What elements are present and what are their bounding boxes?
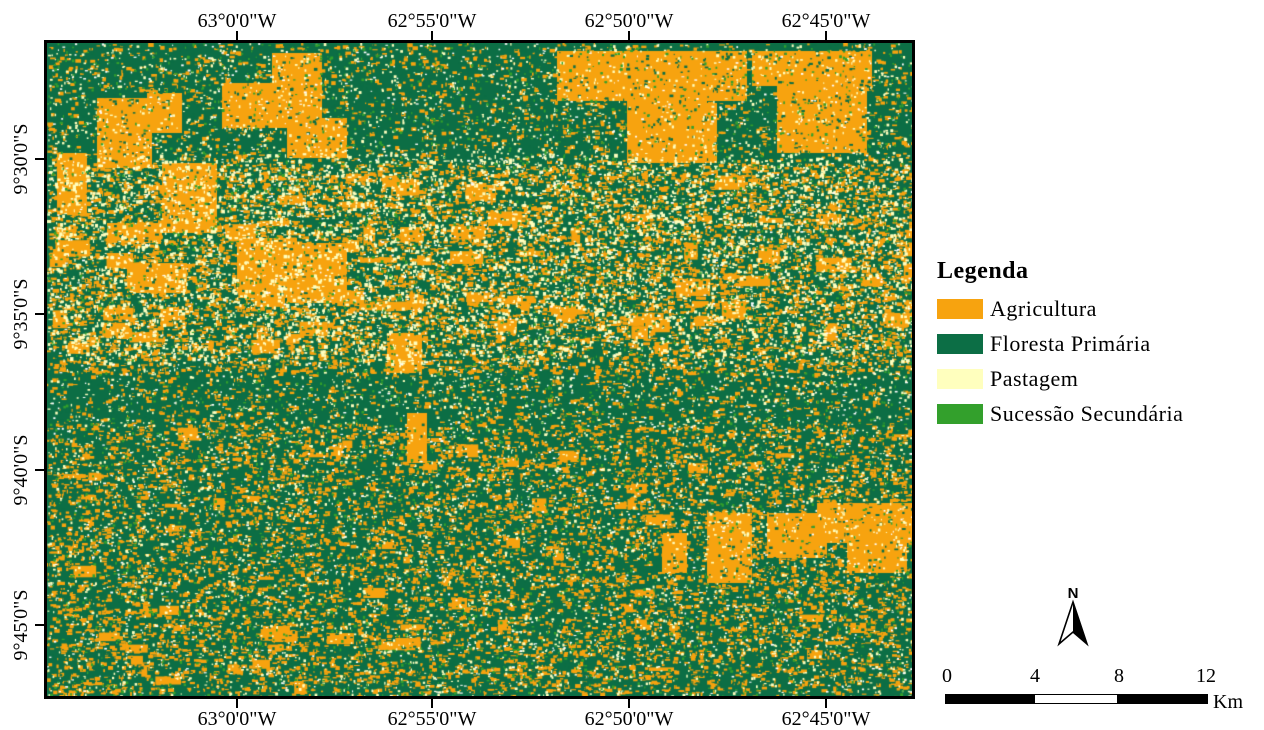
legend-swatch xyxy=(937,403,983,424)
land-cover-raster xyxy=(47,43,912,696)
legend-title: Legenda xyxy=(937,258,1029,284)
lon-label-bottom: 62°50'0"W xyxy=(584,708,674,730)
lon-label-top: 62°50'0"W xyxy=(584,10,674,32)
lat-label: 9°45'0"S xyxy=(10,589,32,661)
scale-segment xyxy=(1117,694,1208,704)
lon-tick-top xyxy=(431,31,433,40)
north-arrow-fill xyxy=(1073,602,1087,644)
legend-label: Sucessão Secundária xyxy=(990,400,1184,426)
legend-item-floresta-primaria: Floresta Primária xyxy=(937,326,1183,361)
lat-label: 9°40'0"S xyxy=(10,434,32,506)
legend-swatch xyxy=(937,298,983,319)
lat-tick xyxy=(35,469,44,471)
legend-swatch xyxy=(937,368,983,389)
lon-tick-top xyxy=(628,31,630,40)
lon-label-top: 62°55'0"W xyxy=(387,10,477,32)
scale-unit: Km xyxy=(1213,691,1243,713)
lon-tick-bottom xyxy=(825,699,827,708)
map-frame xyxy=(44,40,915,699)
legend-label: Floresta Primária xyxy=(990,330,1151,356)
lat-label: 9°30'0"S xyxy=(10,123,32,195)
legend-item-pastagem: Pastagem xyxy=(937,361,1183,396)
lon-label-top: 63°0'0"W xyxy=(197,10,277,32)
lat-tick xyxy=(35,624,44,626)
scale-tick-label: 4 xyxy=(1030,665,1040,687)
legend-swatch xyxy=(937,333,983,354)
lon-label-top: 62°45'0"W xyxy=(781,10,871,32)
lon-tick-bottom xyxy=(236,699,238,708)
scale-segment xyxy=(945,694,1035,704)
legend: Legenda Agricultura Floresta Primária Pa… xyxy=(937,258,1183,431)
scale-segment xyxy=(1034,694,1118,704)
legend-item-agricultura: Agricultura xyxy=(937,291,1183,326)
legend-label: Agricultura xyxy=(990,295,1097,321)
scale-tick-label: 12 xyxy=(1196,665,1216,687)
lat-label: 9°35'0"S xyxy=(10,278,32,350)
scale-tick-label: 8 xyxy=(1114,665,1124,687)
scale-tick-label: 0 xyxy=(942,665,952,687)
lon-tick-bottom xyxy=(431,699,433,708)
legend-item-sucessao-secundaria: Sucessão Secundária xyxy=(937,396,1183,431)
lon-label-bottom: 63°0'0"W xyxy=(197,708,277,730)
lon-label-bottom: 62°45'0"W xyxy=(781,708,871,730)
north-letter: N xyxy=(1068,585,1079,602)
legend-label: Pastagem xyxy=(990,365,1079,391)
lon-tick-top xyxy=(825,31,827,40)
lon-label-bottom: 62°55'0"W xyxy=(387,708,477,730)
lon-tick-bottom xyxy=(628,699,630,708)
lon-tick-top xyxy=(236,31,238,40)
north-arrow-icon: N xyxy=(1057,585,1089,647)
lat-tick xyxy=(35,158,44,160)
lat-tick xyxy=(35,313,44,315)
